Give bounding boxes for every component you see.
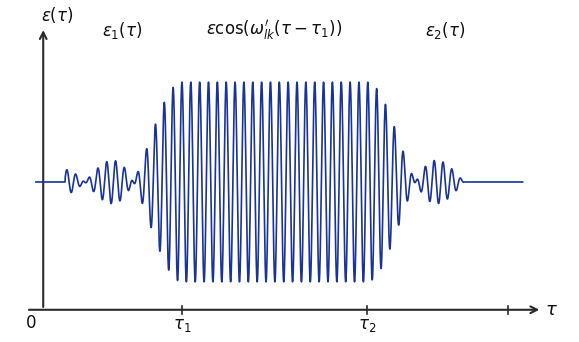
Text: $\varepsilon\cos(\omega^{\prime}_{lk}(\tau - \tau_1))$: $\varepsilon\cos(\omega^{\prime}_{lk}(\t… bbox=[206, 18, 343, 42]
Text: $\tau$: $\tau$ bbox=[545, 301, 558, 319]
Text: $\epsilon_1(\tau)$: $\epsilon_1(\tau)$ bbox=[102, 20, 142, 41]
Text: $\varepsilon(\tau)$: $\varepsilon(\tau)$ bbox=[41, 5, 74, 25]
Text: $\epsilon_2(\tau)$: $\epsilon_2(\tau)$ bbox=[424, 20, 465, 41]
Text: $\tau_1$: $\tau_1$ bbox=[173, 316, 191, 334]
Text: $\tau_2$: $\tau_2$ bbox=[358, 316, 376, 334]
Text: $0$: $0$ bbox=[25, 314, 37, 332]
